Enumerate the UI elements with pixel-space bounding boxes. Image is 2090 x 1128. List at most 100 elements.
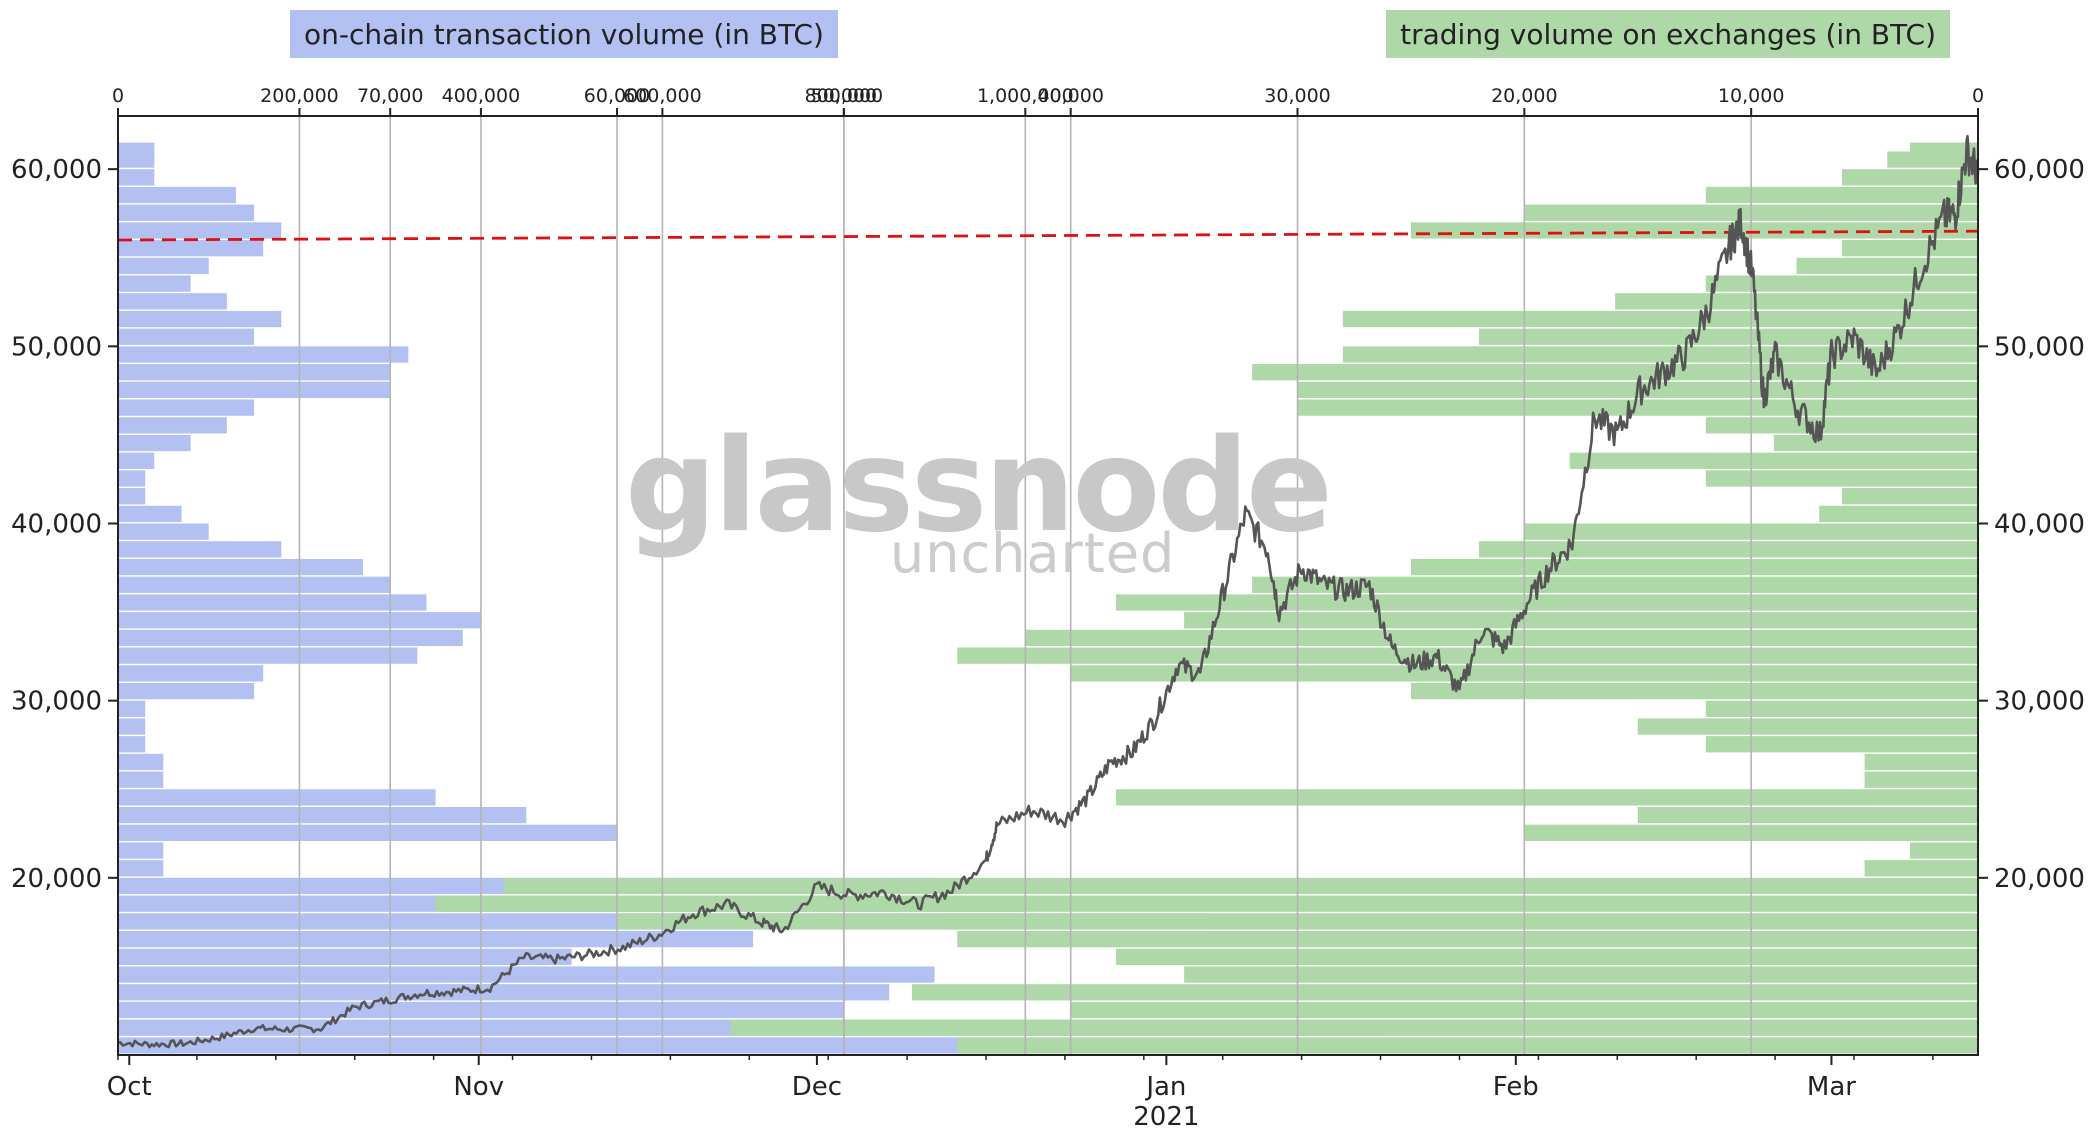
onchain-volume-bar [118, 594, 427, 611]
y-tick-label-left: 30,000 [11, 687, 102, 717]
onchain-volume-bar [118, 240, 264, 257]
exchange-volume-bar [1184, 612, 1978, 629]
exchange-volume-bar [1841, 169, 1978, 186]
x-year-label: 2021 [1133, 1102, 1199, 1128]
exchange-volume-bar [957, 647, 1978, 664]
y-tick-label-left: 60,000 [11, 155, 102, 185]
onchain-volume-bar [118, 169, 155, 186]
top-right-tick-label: 20,000 [1491, 85, 1557, 107]
onchain-volume-bar [118, 576, 391, 593]
onchain-volume-bar [118, 257, 209, 275]
exchange-volume-bar [1116, 594, 1978, 611]
plot-frame [117, 115, 1979, 1056]
exchange-volume-bar [1796, 257, 1978, 275]
y-tick-label-right: 20,000 [1994, 864, 2085, 894]
exchange-volume-bar [1342, 310, 1978, 328]
top-left-tick-label: 600,000 [623, 85, 702, 107]
onchain-volume-bar [118, 328, 255, 345]
onchain-volume-bar [118, 204, 255, 221]
exchange-volume-bar [1342, 346, 1978, 363]
top-left-tick-label: 800,000 [805, 85, 884, 107]
exchange-volume-bar [1410, 558, 1978, 576]
top-right-tick-label: 30,000 [1264, 85, 1330, 107]
exchange-volume-bar [1637, 718, 1978, 735]
onchain-volume-bar [118, 736, 146, 753]
reference-line-group [117, 229, 1979, 242]
x-tick-label: Nov [453, 1072, 504, 1102]
exchange-volume-bar [957, 930, 1978, 948]
top-left-tick-label: 200,000 [260, 85, 339, 107]
exchange-volume-bar [730, 1019, 1979, 1036]
onchain-volume-bar [118, 488, 146, 505]
exchange-volume-bar [1773, 434, 1978, 452]
exchange-volume-bar [1184, 966, 1978, 983]
exchange-volume-bar [911, 984, 1978, 1001]
reference-dashed-line [117, 229, 1979, 242]
onchain-volume-bar [118, 470, 146, 487]
exchange-volume-bar [1297, 399, 1978, 416]
onchain-volume-bar [118, 434, 191, 452]
y-tick-label-right: 60,000 [1994, 155, 2085, 185]
top-right-tick-label: 0 [1972, 85, 1984, 107]
onchain-volume-bar [118, 275, 191, 292]
y-tick-label-left: 40,000 [11, 509, 102, 539]
onchain-legend-label: on-chain transaction volume (in BTC) [290, 10, 838, 58]
onchain-volume-bar [118, 930, 754, 948]
exchange-volume-bar [1410, 682, 1978, 700]
price-line [117, 134, 1980, 1049]
exchange-volume-bar [1819, 505, 1978, 523]
onchain-volume-bar [118, 789, 436, 806]
onchain-volume-bar [118, 771, 164, 788]
exchange-volume-bar [1252, 364, 1978, 381]
watermark-brand: glassnode [625, 412, 1330, 561]
onchain-volume-bar [118, 381, 391, 399]
onchain-volume-bar [118, 806, 527, 824]
onchain-volume-bar [118, 452, 155, 469]
price-line-group [117, 134, 1980, 1049]
onchain-volume-bar [118, 310, 282, 328]
onchain-volume-bar [118, 824, 618, 841]
onchain-volume-bar [118, 860, 164, 877]
onchain-volume-bar [118, 682, 255, 700]
top-right-tick-label: 70,000 [357, 85, 423, 107]
onchain-volume-bar [118, 399, 255, 416]
exchange-volume-bar [1025, 629, 1978, 647]
exchange-volume-bar [1909, 142, 1978, 159]
onchain-volume-bar [118, 647, 418, 664]
onchain-volume-bar [118, 346, 409, 363]
onchain-volume-bar [118, 293, 227, 310]
exchange-volume-bars [435, 142, 1979, 1054]
exchange-volume-bar [1841, 488, 1978, 505]
onchain-volume-bar [118, 842, 164, 859]
onchain-volume-bar [118, 948, 572, 965]
onchain-volume-bar [118, 558, 363, 576]
exchange-volume-bar [1615, 293, 1978, 310]
x-tick-label: Jan [1144, 1072, 1186, 1102]
top-left-tick-label: 400,000 [442, 85, 521, 107]
onchain-volume-bar [118, 1037, 1026, 1054]
x-tick-label: Oct [107, 1072, 152, 1102]
y-tick-label-right: 40,000 [1994, 509, 2085, 539]
onchain-volume-bar [118, 417, 227, 434]
x-tick-label: Feb [1493, 1072, 1539, 1102]
onchain-volume-bar [118, 700, 146, 717]
onchain-volume-bar [118, 629, 463, 647]
y-tick-label-right: 30,000 [1994, 687, 2085, 717]
exchange-volume-bar [1116, 789, 1978, 806]
top-right-tick-label: 50,000 [811, 85, 877, 107]
exchange-volume-bar [1478, 328, 1978, 345]
top-right-tick-label: 60,000 [584, 85, 650, 107]
exchange-volume-bar [1637, 806, 1978, 824]
exchange-volume-bar [1705, 470, 1978, 487]
top-left-tick-label: 1,000,000 [977, 85, 1074, 107]
top-right-tick-label: 40,000 [1037, 85, 1103, 107]
onchain-volume-bar [118, 665, 264, 682]
y-tick-label-left: 20,000 [11, 864, 102, 894]
top-left-tick-label: 0 [112, 85, 124, 107]
onchain-volume-bar [118, 222, 282, 239]
exchange-volume-bar [435, 895, 1978, 912]
y-tick-label-left: 50,000 [11, 332, 102, 362]
onchain-volume-bar [118, 541, 282, 558]
